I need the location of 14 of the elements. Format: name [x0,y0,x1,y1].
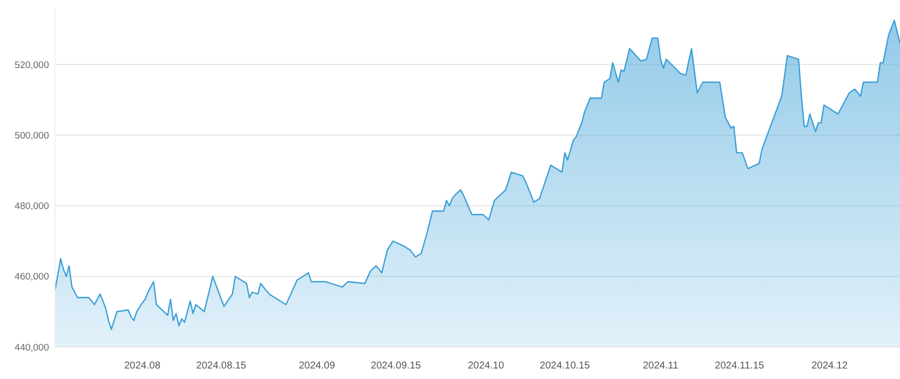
y-tick-label: 520,000 [14,60,49,71]
x-tick-label: 2024.08 [124,360,161,372]
y-tick-label: 440,000 [14,342,49,354]
x-tick-label: 2024.08.15 [196,360,247,372]
y-tick-label: 460,000 [14,272,49,283]
x-tick-label: 2024.11 [642,360,679,372]
x-tick-label: 2024.09 [298,360,336,372]
x-tick-label: 2024.12 [812,360,848,372]
x-tick-label: 2024.10 [468,360,504,372]
x-tick-label: 2024.11.15 [714,360,765,372]
y-tick-label: 480,000 [14,201,49,212]
y-tick-label: 500,000 [14,130,49,142]
x-tick-label: 2024.09.15 [370,360,422,372]
x-tick-label: 2024.10.15 [540,360,590,372]
